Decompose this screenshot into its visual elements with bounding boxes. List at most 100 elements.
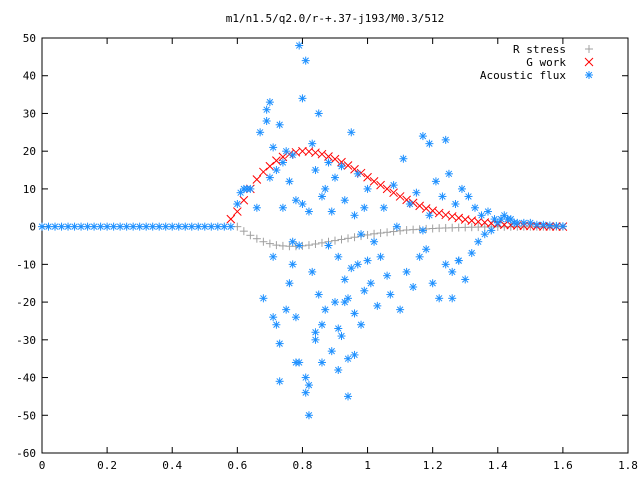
point-acoustic-flux: [334, 324, 343, 333]
point-acoustic-flux: [526, 218, 535, 227]
point-acoustic-flux: [484, 207, 493, 216]
point-acoustic-flux: [275, 377, 284, 386]
point-acoustic-flux: [317, 320, 326, 329]
point-acoustic-flux: [265, 173, 274, 182]
point-acoustic-flux: [422, 245, 431, 254]
point-acoustic-flux: [278, 158, 287, 167]
point-r-stress: [376, 229, 385, 238]
point-acoustic-flux: [428, 279, 437, 288]
y-tick-label: 40: [23, 70, 36, 83]
point-acoustic-flux: [269, 252, 278, 261]
point-g-work: [350, 164, 359, 174]
point-acoustic-flux: [324, 241, 333, 250]
point-acoustic-flux: [519, 218, 528, 227]
point-acoustic-flux: [269, 313, 278, 322]
point-acoustic-flux: [301, 373, 310, 382]
point-r-stress: [304, 241, 313, 250]
point-g-work: [447, 212, 457, 221]
point-acoustic-flux: [311, 335, 320, 344]
y-tick-label: -20: [16, 296, 36, 309]
point-acoustic-flux: [308, 267, 317, 276]
point-acoustic-flux: [470, 203, 479, 212]
point-acoustic-flux: [327, 347, 336, 356]
point-acoustic-flux: [347, 264, 356, 273]
point-acoustic-flux: [295, 358, 304, 367]
point-acoustic-flux: [464, 192, 473, 201]
point-acoustic-flux: [363, 256, 372, 265]
x-tick-label: 1.2: [423, 459, 443, 472]
point-r-stress: [317, 238, 326, 247]
point-acoustic-flux: [285, 279, 294, 288]
point-acoustic-flux: [298, 200, 307, 208]
y-tick-label: -10: [16, 258, 36, 271]
point-acoustic-flux: [291, 196, 300, 205]
y-tick-label: -60: [16, 447, 36, 460]
point-acoustic-flux: [252, 203, 261, 212]
x-tick-label: 0.2: [97, 459, 117, 472]
legend-marker-g-work: [584, 57, 594, 67]
point-acoustic-flux: [467, 249, 476, 258]
point-acoustic-flux: [272, 166, 281, 175]
point-acoustic-flux: [451, 200, 460, 208]
point-acoustic-flux: [360, 286, 369, 295]
point-baseline: [148, 222, 157, 231]
point-acoustic-flux: [311, 328, 320, 337]
point-g-work: [415, 201, 424, 211]
point-r-stress: [363, 230, 372, 239]
point-g-work: [232, 207, 242, 216]
y-axis: -60 -50 -40 -30 -20 -10 0 10 20 30 40 50: [16, 32, 628, 460]
y-tick-label: 10: [23, 183, 36, 196]
point-acoustic-flux: [431, 177, 440, 186]
point-g-work: [259, 167, 268, 177]
point-g-work: [317, 149, 327, 159]
point-acoustic-flux: [405, 200, 414, 208]
point-r-stress: [246, 231, 255, 240]
point-acoustic-flux: [412, 188, 421, 197]
point-acoustic-flux: [304, 411, 313, 420]
point-g-work: [434, 208, 444, 218]
point-acoustic-flux: [425, 139, 434, 148]
point-acoustic-flux: [366, 279, 375, 288]
point-acoustic-flux: [373, 301, 382, 310]
point-acoustic-flux: [444, 169, 453, 178]
point-acoustic-flux: [392, 222, 401, 231]
point-g-work: [343, 161, 353, 170]
point-acoustic-flux: [350, 350, 359, 359]
point-acoustic-flux: [314, 290, 323, 299]
point-g-work: [272, 156, 281, 165]
point-acoustic-flux: [331, 298, 339, 307]
point-acoustic-flux: [337, 162, 346, 171]
point-acoustic-flux: [344, 354, 353, 363]
point-acoustic-flux: [265, 98, 274, 107]
point-acoustic-flux: [418, 226, 427, 235]
point-acoustic-flux: [461, 275, 470, 284]
x-axis: 0 0.2 0.4 0.6 0.8 1 1.2 1.4 1.6 1.8: [39, 38, 638, 472]
point-acoustic-flux: [379, 203, 388, 212]
point-g-work: [402, 195, 411, 205]
point-acoustic-flux: [308, 139, 317, 148]
point-g-work: [421, 204, 431, 213]
point-acoustic-flux: [288, 260, 297, 269]
point-acoustic-flux: [275, 120, 284, 129]
point-acoustic-flux: [301, 388, 310, 397]
point-g-work: [499, 220, 509, 230]
point-baseline: [129, 222, 138, 231]
point-acoustic-flux: [282, 147, 291, 156]
point-acoustic-flux: [285, 177, 294, 186]
x-tick-label: 0.8: [293, 459, 313, 472]
point-r-stress: [350, 233, 359, 242]
point-baseline: [200, 222, 209, 231]
point-acoustic-flux: [448, 294, 457, 303]
point-acoustic-flux: [301, 56, 310, 65]
point-r-stress: [331, 236, 339, 245]
point-g-work: [428, 206, 438, 216]
point-baseline: [226, 222, 235, 231]
point-acoustic-flux: [278, 203, 287, 212]
point-acoustic-flux: [360, 203, 369, 212]
point-acoustic-flux: [370, 237, 379, 246]
point-acoustic-flux: [304, 381, 313, 390]
point-g-work: [337, 157, 346, 167]
point-acoustic-flux: [448, 267, 457, 276]
